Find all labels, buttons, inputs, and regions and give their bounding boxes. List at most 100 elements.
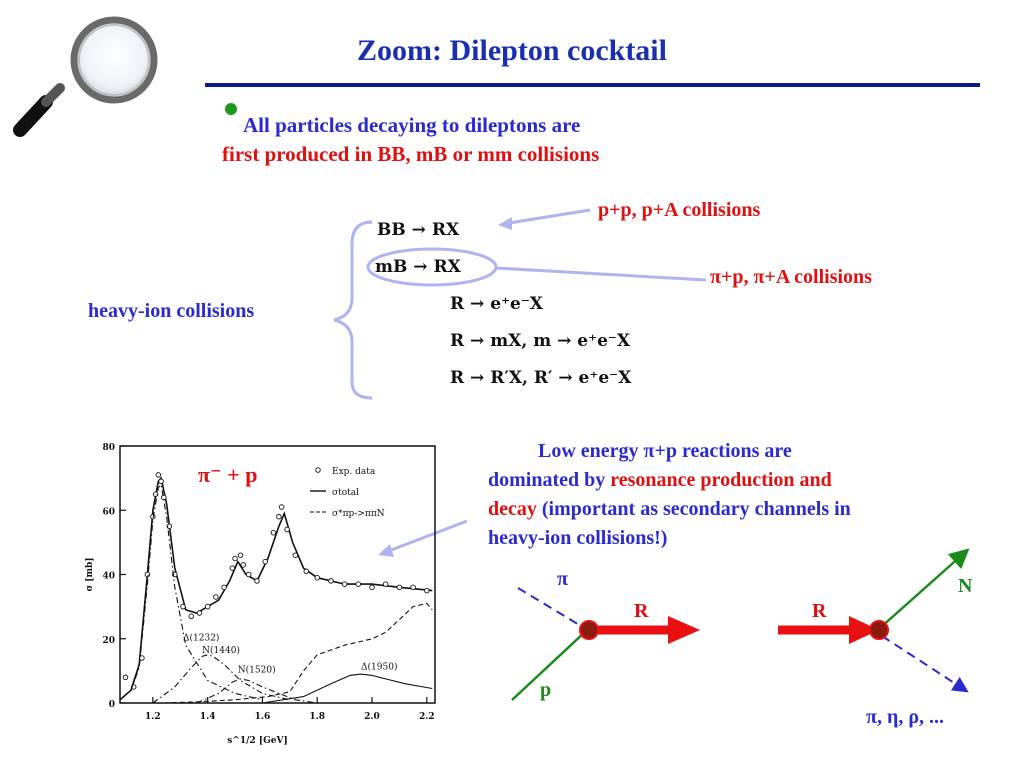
data-point [139,655,145,661]
data-point [237,552,244,558]
para-line-2: dominated by resonance production and [488,466,978,495]
bullet-line-1: All particles decaying to dileptons are [243,113,581,137]
annotation-2: N(1520) [238,664,276,675]
x-tick-label-4: 2.0 [364,712,380,722]
data-point [328,578,334,584]
equation-R-mX: R → mX, m → e⁺e⁻X [450,331,631,351]
slide-title: Zoom: Dilepton cocktail [357,34,667,67]
series-line-0 [119,476,433,701]
series-line-6 [163,602,433,704]
bullet-dot [225,103,237,115]
data-point [278,504,285,510]
pion-incoming-line [517,587,587,630]
data-point [166,523,173,530]
proton-incoming-line [511,630,587,701]
series-line-2 [119,483,263,701]
label-p: p [540,679,552,701]
y-tick-label-3: 60 [102,507,115,517]
series-line-4 [196,678,318,704]
annotation-3: Δ(1950) [361,661,397,672]
resonance-diagrams [511,548,970,701]
data-point [180,603,186,610]
magnifier-icon [13,16,158,137]
data-point [232,555,238,562]
legend-marker-data [315,467,321,473]
data-point [213,594,219,600]
label-R1: R [634,600,649,622]
equation-BB: BB → RX [377,220,460,240]
para-line-4: heavy-ion collisions!) [488,527,668,549]
data-point [424,587,430,594]
label-N: N [958,575,973,597]
y-tick-label-0: 0 [109,700,115,710]
data-point [284,526,290,533]
vertex-1 [579,620,599,640]
data-point [155,472,162,478]
data-point [196,610,203,616]
data-point [341,581,348,587]
para-text-c: decay [488,498,537,520]
label-products: π, η, ρ, ... [866,706,945,728]
x-tick-label-2: 1.6 [255,712,271,722]
label-pp-collisions: p+p, p+A collisions [598,199,761,221]
bullet-line-2: first produced in BB, mB or mm collision… [222,142,600,166]
x-tick-label-1: 1.4 [200,712,216,722]
series-line-5 [262,673,433,704]
para-text-b: resonance production and [610,469,832,491]
data-point [188,613,194,620]
data-point [204,603,211,610]
x-tick-label-3: 1.8 [309,712,325,722]
y-tick-label-1: 20 [102,636,115,646]
y-axis-label: σ [mb] [85,557,95,591]
para-text-a: dominated by [488,469,611,491]
y-tick-label-2: 40 [102,572,115,582]
x-tick-label-5: 2.2 [419,712,435,722]
description-paragraph: Low energy π+p reactions are dominated b… [488,437,978,553]
plot-title: π⁻ + p [198,462,258,487]
data-point [240,562,247,568]
nucleon-outgoing-line [879,548,970,629]
x-axis-label: s^1/2 [GeV] [227,736,287,746]
data-point [158,478,164,485]
equation-R-ee: R → e⁺e⁻X [450,294,543,314]
data-point [276,513,282,520]
mB-ellipse [366,247,498,287]
data-point [270,529,277,536]
y-tick-label-4: 80 [102,443,115,453]
cross-section-plot: 1.2 1.4 1.6 1.8 2.0 2.2 0 20 40 60 80 s^1/2 [GeV] σ … [85,443,436,746]
data-point [254,578,260,584]
title-rule [205,83,980,87]
vertex-2 [869,620,889,640]
data-point [314,574,320,581]
data-point [382,581,389,587]
data-point [144,571,151,578]
data-point [229,565,236,571]
label-R2: R [812,600,827,622]
data-point [292,552,299,558]
legend-entry-pipi: σ*πp->ππN [332,509,385,519]
legend-entry-data: Exp. data [332,467,376,477]
brace [333,220,373,400]
label-heavy-ion: heavy-ion collisions [88,300,255,322]
data-point [152,491,159,497]
para-line-1: Low energy π+p reactions are [538,440,792,462]
series-line-3 [152,654,290,704]
data-point [122,674,129,681]
x-tick-label-0: 1.2 [145,712,161,722]
legend-entry-total: σtotal [332,488,359,498]
para-line-3: decay (important as secondary channels i… [488,495,978,524]
data-point [303,568,310,575]
data-point [355,581,362,587]
data-point [369,584,375,591]
data-point [410,584,416,591]
label-pi: π [557,568,568,590]
data-point [161,494,167,501]
data-point [262,558,268,565]
data-point [245,571,252,578]
meson-outgoing-line [881,635,969,693]
equation-mB: mB → RX [375,257,461,277]
equation-R-RX: R → R′X, R′ → e⁺e⁻X [450,368,632,388]
para-text-d: (important as secondary channels in [536,498,851,520]
data-point [221,584,227,591]
